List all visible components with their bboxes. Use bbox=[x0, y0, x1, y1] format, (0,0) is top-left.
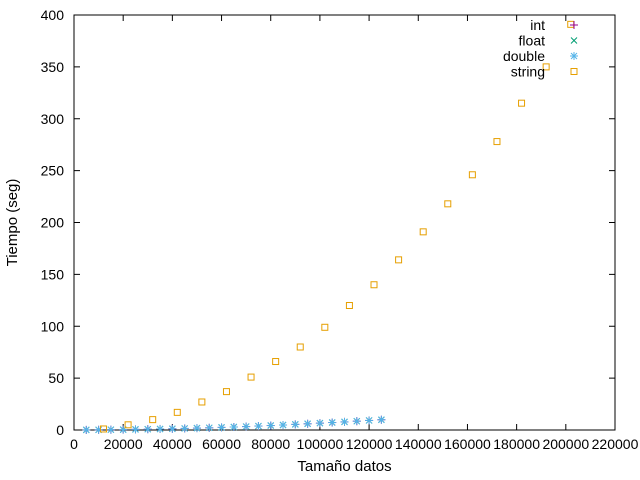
string-point bbox=[542, 63, 550, 71]
string-point bbox=[444, 200, 452, 208]
double-point bbox=[205, 423, 214, 432]
legend-label-int: int bbox=[530, 17, 545, 33]
y-tick-label: 200 bbox=[41, 215, 65, 231]
series-string bbox=[100, 20, 575, 433]
double-point bbox=[180, 424, 189, 433]
double-point bbox=[365, 416, 374, 425]
string-point bbox=[173, 408, 181, 416]
x-tick-label: 140000 bbox=[395, 436, 442, 452]
double-point bbox=[328, 418, 337, 427]
double-point bbox=[377, 415, 386, 424]
string-point bbox=[321, 323, 329, 331]
legend-marker-int bbox=[570, 21, 578, 29]
double-point bbox=[340, 417, 349, 426]
string-point bbox=[468, 171, 476, 179]
double-point bbox=[131, 425, 140, 434]
double-point bbox=[315, 419, 324, 428]
string-point bbox=[247, 373, 255, 381]
x-tick-label: 220000 bbox=[592, 436, 639, 452]
legend-label-float: float bbox=[519, 33, 546, 49]
plot-frame bbox=[73, 14, 616, 431]
double-point bbox=[82, 425, 91, 434]
string-point bbox=[395, 256, 403, 264]
string-point bbox=[198, 398, 206, 406]
double-point bbox=[192, 424, 201, 433]
string-point bbox=[493, 138, 501, 146]
double-point bbox=[143, 425, 152, 434]
double-point bbox=[279, 421, 288, 430]
double-point bbox=[266, 421, 275, 430]
x-tick-label: 40000 bbox=[153, 436, 192, 452]
y-tick-label: 400 bbox=[41, 7, 65, 23]
x-tick-label: 80000 bbox=[251, 436, 290, 452]
y-tick-label: 0 bbox=[56, 422, 64, 438]
x-tick-label: 0 bbox=[70, 436, 78, 452]
legend-marker-double bbox=[570, 52, 578, 60]
x-tick-label: 120000 bbox=[346, 436, 393, 452]
double-point bbox=[119, 425, 128, 434]
x-tick-label: 60000 bbox=[202, 436, 241, 452]
double-point bbox=[291, 420, 300, 429]
x-tick-label: 20000 bbox=[104, 436, 143, 452]
string-point bbox=[100, 425, 108, 433]
string-point bbox=[124, 421, 132, 429]
x-tick-label: 200000 bbox=[542, 436, 589, 452]
double-point bbox=[156, 424, 165, 433]
string-point bbox=[272, 358, 280, 366]
string-point bbox=[296, 343, 304, 351]
double-point bbox=[254, 422, 263, 431]
string-point bbox=[518, 99, 526, 107]
legend-marker-float bbox=[570, 37, 578, 44]
double-point bbox=[352, 417, 361, 426]
double-point bbox=[94, 425, 103, 434]
string-point bbox=[419, 228, 427, 236]
string-point bbox=[567, 20, 575, 28]
y-tick-label: 150 bbox=[41, 266, 65, 282]
x-tick-label: 160000 bbox=[444, 436, 491, 452]
y-tick-label: 100 bbox=[41, 318, 65, 334]
double-point bbox=[168, 424, 177, 433]
string-point bbox=[345, 302, 353, 309]
y-axis-title: Tiempo (seg) bbox=[4, 179, 21, 267]
y-tick-label: 50 bbox=[48, 370, 64, 386]
x-tick-label: 180000 bbox=[493, 436, 540, 452]
string-point bbox=[370, 281, 378, 289]
x-axis-title: Tamaño datos bbox=[297, 458, 391, 475]
y-tick-label: 250 bbox=[41, 163, 65, 179]
series-double bbox=[82, 415, 386, 434]
legend-label-string: string bbox=[511, 64, 545, 80]
x-tick-label: 100000 bbox=[297, 436, 344, 452]
string-point bbox=[222, 388, 230, 396]
y-tick-label: 300 bbox=[41, 111, 65, 127]
double-point bbox=[106, 425, 115, 434]
string-point bbox=[149, 416, 157, 424]
legend-label-double: double bbox=[503, 48, 545, 64]
legend-marker-string bbox=[570, 68, 578, 75]
double-point bbox=[229, 422, 238, 431]
double-point bbox=[242, 422, 251, 431]
double-point bbox=[217, 423, 226, 432]
y-tick-label: 350 bbox=[41, 59, 65, 75]
double-point bbox=[303, 419, 312, 428]
